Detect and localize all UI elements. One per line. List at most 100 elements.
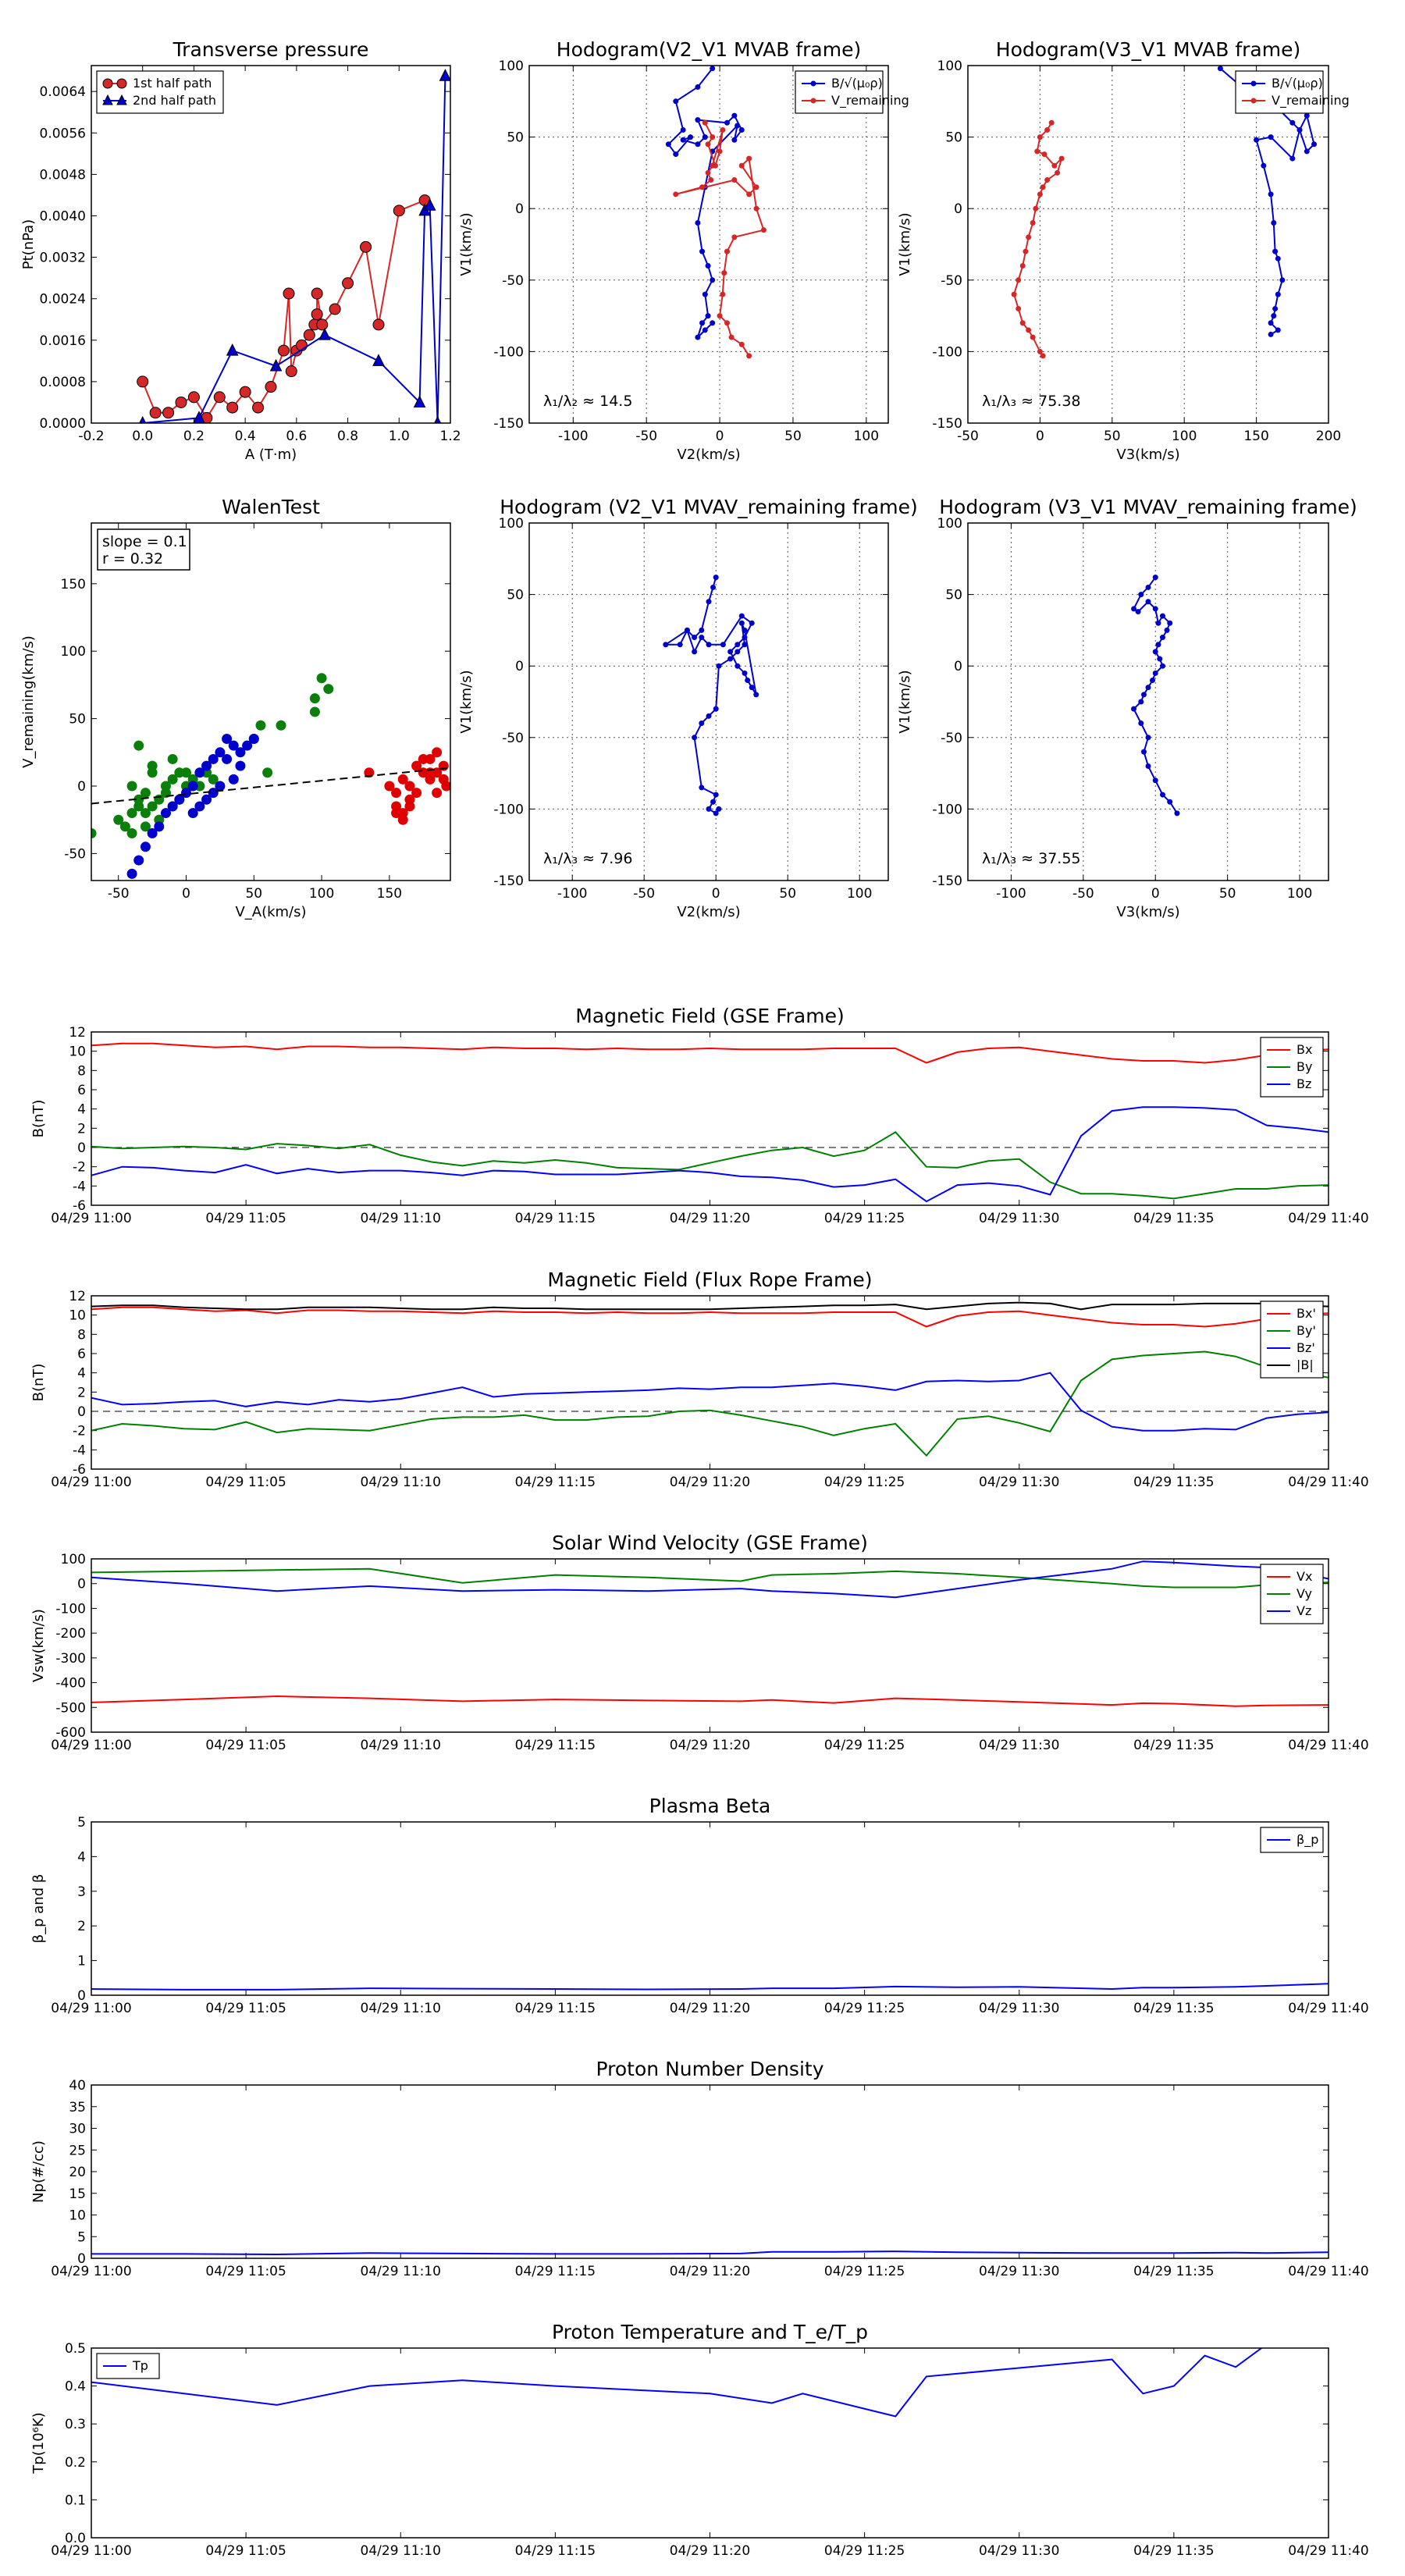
- data-point: [1058, 155, 1065, 162]
- plot-area: [91, 1042, 1329, 1203]
- series-0: [663, 575, 759, 817]
- y-tick-label: 40: [69, 2078, 86, 2094]
- legend-label: V_remaining: [1272, 93, 1350, 109]
- y-tick-label: -100: [55, 1601, 86, 1617]
- data-point: [126, 781, 137, 792]
- y-tick-label: 0: [954, 201, 962, 217]
- y-tick-label: 0: [77, 779, 86, 795]
- data-point: [727, 649, 734, 655]
- data-point: [1040, 353, 1046, 359]
- plot-area: [663, 575, 759, 817]
- legend-label: V_remaining: [831, 93, 909, 109]
- y-tick-label: -150: [493, 416, 524, 432]
- y-tick-label: 20: [69, 2165, 86, 2180]
- y-axis-label: Pt(nPa): [20, 219, 37, 269]
- x-tick-label: 04/29 11:30: [979, 1475, 1059, 1490]
- data-point: [695, 84, 701, 90]
- x-tick-label: 0: [1151, 886, 1160, 902]
- data-point: [1275, 291, 1281, 297]
- data-point: [215, 781, 226, 792]
- x-axis-label: V_A(km/s): [235, 904, 306, 920]
- legend-label: 2nd half path: [133, 93, 216, 108]
- chart-title: Proton Temperature and T_e/T_p: [552, 2321, 868, 2343]
- data-point: [738, 126, 745, 133]
- y-tick-label: 50: [507, 588, 524, 603]
- y-tick-label: 0.0000: [40, 416, 86, 432]
- y-tick-label: 1: [77, 1954, 86, 1969]
- data-point: [404, 781, 415, 792]
- legend-item: Bz': [1267, 1340, 1315, 1355]
- data-point: [688, 134, 694, 141]
- x-tick-label: 04/29 11:20: [670, 1738, 750, 1753]
- data-point: [720, 642, 726, 648]
- legend-label: Bx: [1297, 1042, 1312, 1057]
- series-b-: [1217, 66, 1318, 337]
- data-point: [208, 788, 219, 799]
- data-point: [133, 794, 144, 805]
- data-point: [140, 788, 151, 799]
- x-tick-label: 0.4: [235, 429, 256, 444]
- legend-label: Bz: [1297, 1076, 1311, 1091]
- data-point: [1140, 692, 1147, 698]
- series-bx-: [91, 1306, 1329, 1328]
- series-0: [91, 2250, 1329, 2256]
- series-line: [91, 2250, 1329, 2256]
- fit-line: [91, 767, 450, 805]
- data-point: [255, 720, 266, 731]
- data-point: [1167, 620, 1173, 626]
- data-point: [753, 205, 759, 212]
- data-point: [680, 137, 686, 143]
- data-point: [706, 642, 712, 648]
- data-point: [1304, 112, 1310, 119]
- data-point: [277, 344, 290, 357]
- legend-marker: [102, 94, 113, 105]
- y-tick-label: 10: [69, 1308, 86, 1324]
- y-tick-label: 4: [77, 1102, 86, 1118]
- legend-marker: [1250, 98, 1257, 104]
- data-point: [724, 119, 730, 126]
- legend-item: V_remaining: [802, 93, 909, 109]
- x-tick-label: 04/29 11:35: [1133, 1738, 1214, 1753]
- legend-item: Bx': [1267, 1306, 1316, 1321]
- y-tick-label: 10: [69, 1044, 86, 1060]
- data-point: [727, 656, 734, 662]
- data-point: [418, 753, 429, 764]
- ratio-annotation: λ₁/λ₃ ≈ 37.55: [982, 850, 1081, 867]
- legend-label: Bx': [1297, 1306, 1316, 1321]
- series-line: [91, 1560, 1329, 1599]
- data-point: [1030, 334, 1036, 340]
- data-point: [745, 678, 751, 684]
- legend: Tp: [96, 2353, 160, 2379]
- y-tick-label: 5: [77, 2229, 86, 2245]
- data-point: [1016, 277, 1022, 283]
- data-point: [1297, 126, 1303, 133]
- legend: 1st half path 2nd half path: [96, 70, 224, 114]
- y-tick-label: 25: [69, 2143, 86, 2158]
- data-point: [1011, 291, 1017, 297]
- data-point: [201, 760, 212, 771]
- data-point: [717, 313, 723, 319]
- data-point: [226, 343, 239, 356]
- data-point: [137, 375, 149, 388]
- data-point: [731, 234, 738, 240]
- data-point: [119, 821, 130, 832]
- legend-item: Tp: [103, 2358, 148, 2373]
- data-point: [705, 262, 711, 269]
- axes-frame: [91, 1031, 1329, 1206]
- legend-frame: [1235, 70, 1324, 114]
- axes-frame: [91, 1295, 1329, 1470]
- data-point: [181, 767, 192, 778]
- axes-frame: [967, 65, 1329, 424]
- legend-label: |B|: [1297, 1357, 1314, 1372]
- legend-item: B/√(μ₀ρ): [802, 76, 883, 91]
- y-tick-label: -150: [932, 416, 962, 432]
- y-tick-label: 3: [77, 1884, 86, 1900]
- axes-frame: [91, 2084, 1329, 2259]
- legend-label: Vx: [1297, 1569, 1312, 1584]
- x-tick-label: 04/29 11:10: [361, 2001, 441, 2016]
- y-tick-label: 0.5: [65, 2341, 86, 2357]
- data-point: [1159, 635, 1165, 641]
- legend-item: B/√(μ₀ρ): [1242, 76, 1323, 91]
- data-point: [699, 320, 706, 326]
- series-bz-: [91, 1372, 1329, 1432]
